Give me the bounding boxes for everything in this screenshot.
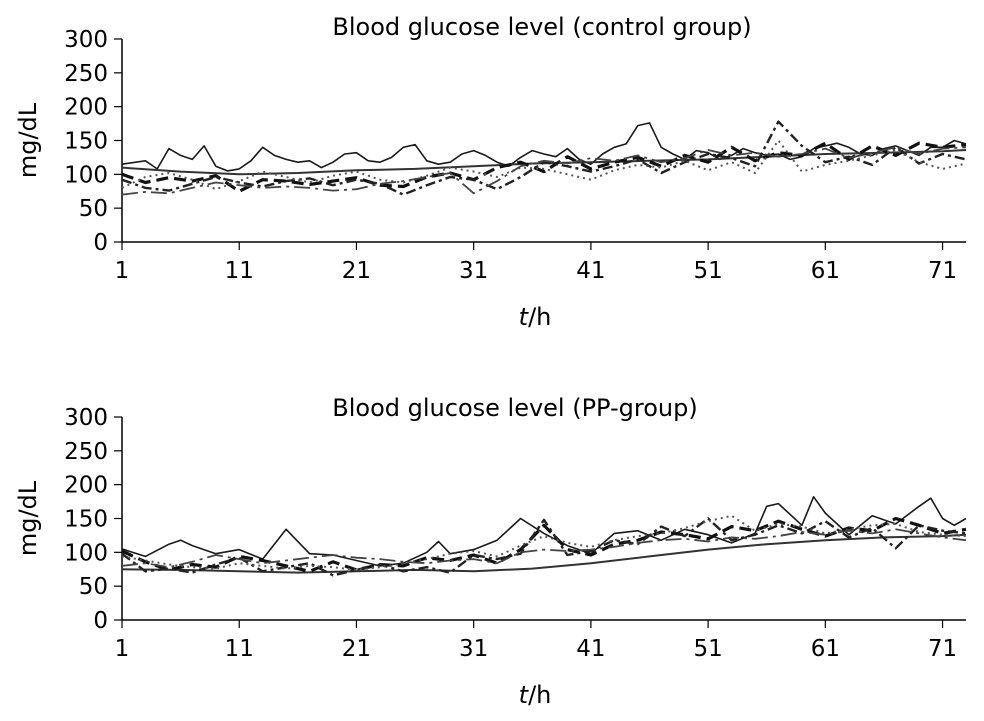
x-axis-label-variable: t <box>519 681 530 709</box>
x-tick-label: 1 <box>115 258 130 284</box>
y-tick-label: 100 <box>64 540 108 566</box>
x-tick-label: 61 <box>811 636 840 662</box>
x-axis-label-unit: /h <box>528 303 551 331</box>
y-tick-label: 300 <box>64 405 108 431</box>
y-tick-label: 50 <box>79 196 108 222</box>
series-line-long-dash-dot <box>121 146 967 196</box>
y-axis-label: mg/dL <box>14 102 42 178</box>
y-tick-label: 300 <box>64 27 108 53</box>
x-tick-label: 31 <box>459 258 488 284</box>
chart-title: Blood glucose level (control group) <box>332 13 751 41</box>
x-axis-label: t/h <box>519 681 552 709</box>
chart-pp-group: Blood glucose level (PP-group) 0 50 100 150… <box>14 394 967 709</box>
series-line-dotted <box>121 139 967 191</box>
y-tick-label: 200 <box>64 473 108 499</box>
series-line-thin-solid <box>121 495 967 567</box>
y-axis-label: mg/dL <box>14 480 42 556</box>
x-axis-label-variable: t <box>519 303 530 331</box>
x-tick-label: 71 <box>928 636 957 662</box>
y-tick-label: 150 <box>64 507 108 533</box>
x-tick-label: 71 <box>928 258 957 284</box>
y-tick-label: 200 <box>64 95 108 121</box>
chart-title: Blood glucose level (PP-group) <box>332 394 697 422</box>
x-tick-label: 41 <box>576 636 605 662</box>
x-tick-label: 51 <box>693 258 722 284</box>
series-line-medium-solid <box>121 533 967 574</box>
x-tick-label: 21 <box>342 636 371 662</box>
series-line-dash <box>121 141 967 193</box>
y-tick-label: 250 <box>64 61 108 87</box>
x-tick-label: 11 <box>225 258 254 284</box>
x-axis-label-unit: /h <box>528 681 551 709</box>
x-tick-label: 61 <box>811 258 840 284</box>
y-tick-label: 0 <box>93 230 108 256</box>
x-tick-label: 21 <box>342 258 371 284</box>
x-tick-label: 51 <box>693 636 722 662</box>
series-line-dash-dot <box>121 517 967 577</box>
y-tick-label: 100 <box>64 162 108 188</box>
x-tick-label: 41 <box>576 258 605 284</box>
x-axis-label: t/h <box>519 303 552 331</box>
x-tick-label: 11 <box>225 636 254 662</box>
series-layer <box>121 495 967 577</box>
y-tick-label: 0 <box>93 608 108 634</box>
y-tick-label: 250 <box>64 439 108 465</box>
y-tick-label: 50 <box>79 574 108 600</box>
series-line-thin-solid <box>121 122 967 172</box>
series-line-long-dash-dot <box>121 528 967 569</box>
x-tick-label: 1 <box>115 636 130 662</box>
series-line-dash <box>121 516 967 573</box>
series-layer <box>121 120 967 196</box>
chart-control-group: Blood glucose level (control group) 0 50 1… <box>14 13 967 331</box>
series-line-dash-dot <box>121 120 967 196</box>
x-tick-label: 31 <box>459 636 488 662</box>
y-tick-label: 150 <box>64 129 108 155</box>
